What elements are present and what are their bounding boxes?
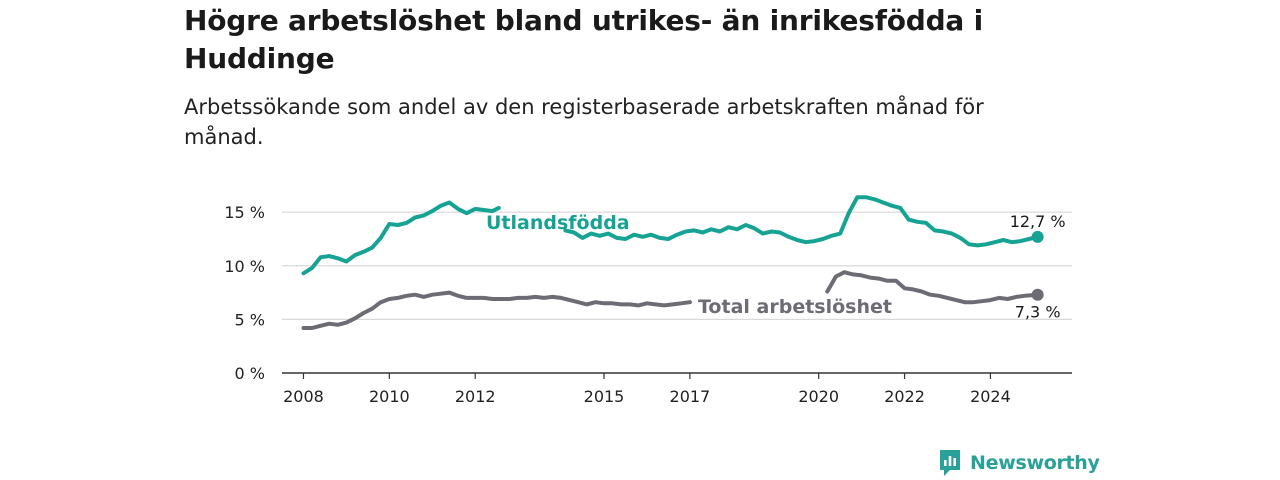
y-tick-label: 0 % [235,364,265,383]
end-value-label: 12,7 % [1010,212,1066,231]
x-tick-label: 2024 [970,387,1011,406]
x-tick-label: 2020 [798,387,839,406]
x-tick-label: 2008 [283,387,324,406]
chart-subtitle: Arbetssökande som andel av den registerb… [184,95,984,149]
series-line-total [301,290,692,330]
x-tick-label: 2010 [369,387,410,406]
x-tick-label: 2015 [584,387,625,406]
series-end-point [1031,230,1044,243]
x-tick-label: 2022 [884,387,925,406]
series-label-foreign: Utlandsfödda [486,212,630,234]
newsworthy-icon [940,450,960,476]
brand-name: Newsworthy [970,452,1100,474]
x-tick-label: 2017 [670,387,711,406]
end-value-label: 7,3 % [1015,303,1061,322]
chart-title: Högre arbetslöshet bland utrikes- än inr… [184,4,984,75]
series-line-total [825,270,1040,305]
y-tick-label: 15 % [224,203,265,222]
brand-logo: Newsworthy [938,448,1100,478]
series-line-foreign [563,195,1040,248]
y-tick-label: 10 % [224,257,265,276]
x-tick-label: 2012 [455,387,496,406]
series-line-foreign [301,200,501,276]
y-tick-label: 5 % [235,310,265,329]
series-end-point [1031,288,1044,301]
series-label-total: Total arbetslöshet [698,296,892,318]
